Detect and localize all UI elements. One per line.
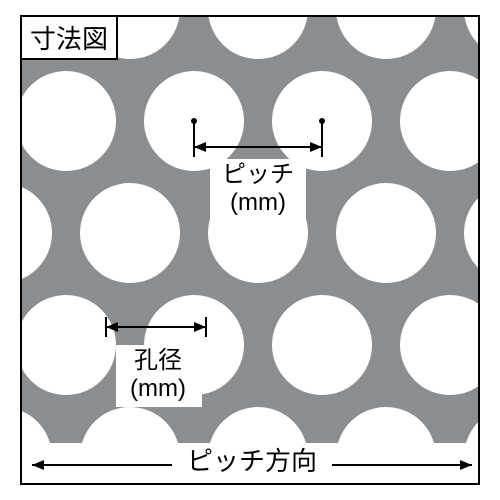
- hole: [272, 71, 372, 171]
- hole: [20, 71, 116, 171]
- hole: [20, 295, 116, 395]
- hole: [464, 407, 480, 485]
- hole: [80, 183, 180, 283]
- hole: [80, 407, 180, 485]
- hole: [20, 183, 52, 283]
- title-text: 寸法図: [30, 24, 108, 54]
- hole: [336, 183, 436, 283]
- direction-label: ピッチ方向: [172, 447, 332, 477]
- direction-label-text: ピッチ方向: [187, 446, 317, 476]
- hole: [464, 183, 480, 283]
- hole: [20, 407, 52, 485]
- hole: [336, 15, 436, 59]
- hole: [208, 15, 308, 59]
- diagram-frame: 寸法図 ピッチ (mm) 孔径 (mm) ピッチ方向: [20, 15, 480, 485]
- pitch-label-line2: (mm): [230, 189, 286, 216]
- diagram-title: 寸法図: [20, 15, 118, 60]
- hole: [400, 71, 480, 171]
- perforated-bg: [22, 17, 478, 483]
- hole: [144, 71, 244, 171]
- diameter-label-line1: 孔径: [134, 347, 182, 374]
- diameter-label-line2: (mm): [130, 375, 186, 402]
- diameter-label: 孔径 (mm): [118, 347, 198, 402]
- hole: [272, 295, 372, 395]
- pitch-label: ピッチ (mm): [214, 161, 302, 216]
- pitch-label-line1: ピッチ: [222, 161, 294, 188]
- hole: [336, 407, 436, 485]
- hole: [464, 15, 480, 59]
- hole: [400, 295, 480, 395]
